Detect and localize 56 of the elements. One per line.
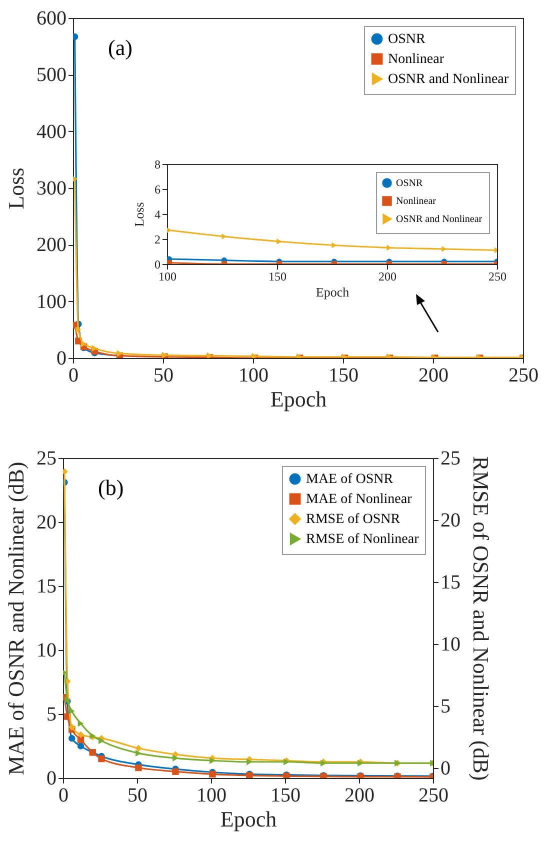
x-tick-label: 50 <box>154 364 174 386</box>
x-tick-label: 150 <box>268 270 286 284</box>
legend-label: OSNR <box>396 178 424 189</box>
y2-tick-label: 15 <box>440 572 460 594</box>
y-tick-label: 0 <box>154 258 160 272</box>
legend-label: RMSE of Nonlinear <box>306 532 420 547</box>
x-tick-label: 50 <box>128 784 148 806</box>
y-tick-label: 4 <box>154 208 160 222</box>
y-axis-title: Loss <box>132 202 146 227</box>
x-tick-label: 200 <box>344 784 374 806</box>
x-axis-title: Epoch <box>270 386 327 412</box>
legend-label: MAE of Nonlinear <box>306 492 412 507</box>
x-axis-title: Epoch <box>220 806 277 832</box>
y-axis-title: Loss <box>4 168 28 210</box>
y-tick-label: 8 <box>154 158 160 172</box>
y-tick-label: 400 <box>36 120 66 143</box>
x-tick-label: 250 <box>508 364 538 386</box>
y2-tick-label: 5 <box>440 696 450 718</box>
annotation: (b) <box>98 475 124 500</box>
y-tick-label: 300 <box>36 178 66 200</box>
y-tick-label: 600 <box>36 8 66 30</box>
y2-tick-label: 0 <box>440 758 450 780</box>
y-tick-label: 100 <box>36 290 66 313</box>
legend-label: OSNR and Nonlinear <box>396 214 483 225</box>
y-tick-label: 2 <box>154 232 160 246</box>
annotation: (a) <box>108 35 132 60</box>
y2-tick-label: 20 <box>440 510 460 532</box>
y-tick-label: 6 <box>154 182 160 196</box>
y2-tick-label: 10 <box>440 634 460 656</box>
y-tick-label: 5 <box>46 704 56 726</box>
x-tick-label: 250 <box>418 784 448 806</box>
y-tick-label: 15 <box>36 576 56 598</box>
legend-label: OSNR <box>388 32 426 47</box>
x-tick-label: 100 <box>196 784 226 806</box>
legend-label: OSNR and Nonlinear <box>388 72 509 87</box>
x-tick-label: 250 <box>488 270 506 284</box>
legend-label: Nonlinear <box>396 196 437 207</box>
x-tick-label: 200 <box>378 270 396 284</box>
y-tick-label: 0 <box>46 768 56 790</box>
y-axis-title: MAE of OSNR and Nonlinear (dB) <box>4 462 28 776</box>
y-tick-label: 10 <box>36 640 56 662</box>
x-tick-label: 150 <box>328 364 358 386</box>
y2-axis-title: RMSE of OSNR and Nonlinear (dB) <box>468 456 494 781</box>
y-tick-label: 500 <box>36 64 66 86</box>
y-tick-label: 200 <box>36 234 66 256</box>
x-tick-label: 200 <box>418 364 448 386</box>
y-tick-label: 20 <box>36 512 56 534</box>
y2-tick-label: 25 <box>440 448 460 470</box>
y-tick-label: 25 <box>36 448 56 470</box>
legend-label: MAE of OSNR <box>306 472 394 487</box>
legend-label: Nonlinear <box>388 52 444 67</box>
x-axis-title: Epoch <box>316 284 350 300</box>
x-tick-label: 150 <box>270 784 300 806</box>
y-tick-label: 0 <box>56 348 66 370</box>
x-tick-label: 100 <box>238 364 268 386</box>
legend-label: RMSE of OSNR <box>306 512 401 527</box>
